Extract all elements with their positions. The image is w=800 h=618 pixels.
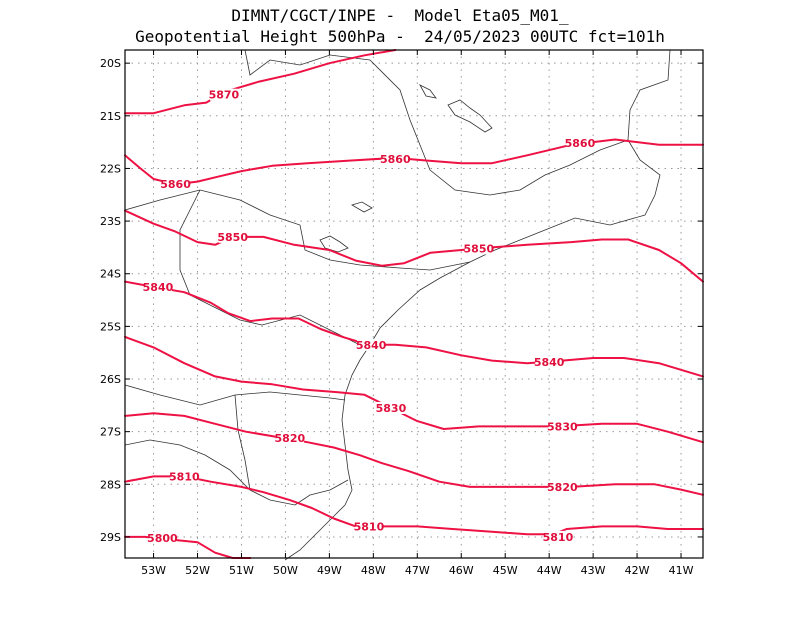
reservoir-2 [319,235,349,253]
contour-label-1: 5860 [160,178,191,191]
reservoir-3 [351,201,373,213]
contour-label-bg-3 [565,137,594,150]
tick-label-lon-5: 48W [361,564,386,577]
state-border-rs [124,439,349,506]
border-west-2 [234,394,251,491]
reservoir-1 [447,99,493,133]
contour-label-bg-12 [548,480,577,493]
tick-label-lat-9: 29S [100,531,121,544]
coastline [284,49,671,561]
tick-label-lat-2: 22S [100,162,121,175]
contour-label-8: 5840 [534,356,565,369]
contour-line-5860 [124,138,704,186]
tick-label-lon-8: 45W [493,564,518,577]
tick-label-lat-7: 27S [100,426,121,439]
contour-label-bg-11 [275,431,304,444]
contour-label-bg-9 [376,401,405,414]
contour-label-3: 5860 [565,137,596,150]
contour-label-12: 5820 [547,481,578,494]
contour-label-bg-6 [143,280,172,293]
tick-label-lat-3: 23S [100,215,121,228]
tick-label-lon-11: 42W [625,564,650,577]
state-border-sp [124,189,471,271]
contour-line-5830 [124,335,704,444]
tick-label-lat-5: 25S [100,320,121,333]
tick-label-lat-8: 28S [100,478,121,491]
contour-label-4: 5850 [217,231,248,244]
tick-label-lon-7: 46W [449,564,474,577]
tick-label-lat-0: 20S [100,57,121,70]
map-frame [124,49,704,559]
contour-label-6: 5840 [143,281,174,294]
geopotential-contours [124,49,704,559]
title-line-1: DIMNT/CGCT/INPE - Model Eta05_M01_ [231,6,569,25]
contour-label-2: 5860 [380,153,411,166]
tick-label-lat-6: 26S [100,373,121,386]
contour-label-bg-2 [381,152,410,165]
contour-label-bg-7 [357,338,386,351]
tick-label-lon-12: 41W [669,564,694,577]
contour-label-10: 5830 [547,420,578,433]
contour-label-bg-1 [161,178,190,191]
contour-line-5800 [124,535,252,559]
coastline-and-borders [124,49,671,561]
contour-label-bg-15 [543,530,572,543]
contour-label-bg-0 [209,88,238,101]
tick-label-lon-4: 49W [317,564,342,577]
tick-label-lon-6: 47W [405,564,430,577]
axis-ticks: 20S 21S 22S 23S 24S 25S 26S 27S 28S 29S 53W 52W 51W 5… [100,50,703,577]
tick-label-lat-1: 21S [100,110,121,123]
border-west-1 [179,189,201,301]
tick-label-lon-3: 50W [273,564,298,577]
title-line-2: Geopotential Height 500hPa - 24/05/2023 … [135,27,665,46]
contour-label-9: 5830 [376,402,407,415]
contour-label-bg-13 [170,470,199,483]
contour-label-bg-16 [148,531,177,544]
tick-label-lon-10: 43W [581,564,606,577]
state-border-sc [124,384,346,406]
state-border-mg [244,49,629,196]
contour-label-bg-14 [354,520,383,533]
tick-label-lon-0: 53W [141,564,166,577]
contour-labels: 5870 5860 5860 5860 5850 5850 5840 5840 5840 5830… [143,88,596,545]
tick-label-lon-1: 52W [185,564,210,577]
contour-label-16: 5800 [147,532,178,545]
contour-line-5870 [124,49,397,115]
contour-line-5850 [124,209,704,283]
reservoir-4 [419,84,437,99]
tick-label-lon-9: 44W [537,564,562,577]
contour-label-bg-5 [464,242,493,255]
state-border-pr [199,299,381,346]
contour-line-5820 [124,412,704,496]
tick-label-lon-2: 51W [229,564,254,577]
contour-label-7: 5840 [356,339,387,352]
contour-label-0: 5870 [209,89,240,102]
contour-label-15: 5810 [543,531,574,544]
contour-label-11: 5820 [275,432,306,445]
contour-label-bg-8 [535,356,564,369]
contour-label-bg-10 [548,420,577,433]
tick-label-lat-4: 24S [100,268,121,281]
contour-label-13: 5810 [169,470,200,483]
contour-label-5: 5850 [464,242,495,255]
contour-label-bg-4 [218,230,247,243]
contour-label-14: 5810 [354,520,385,533]
